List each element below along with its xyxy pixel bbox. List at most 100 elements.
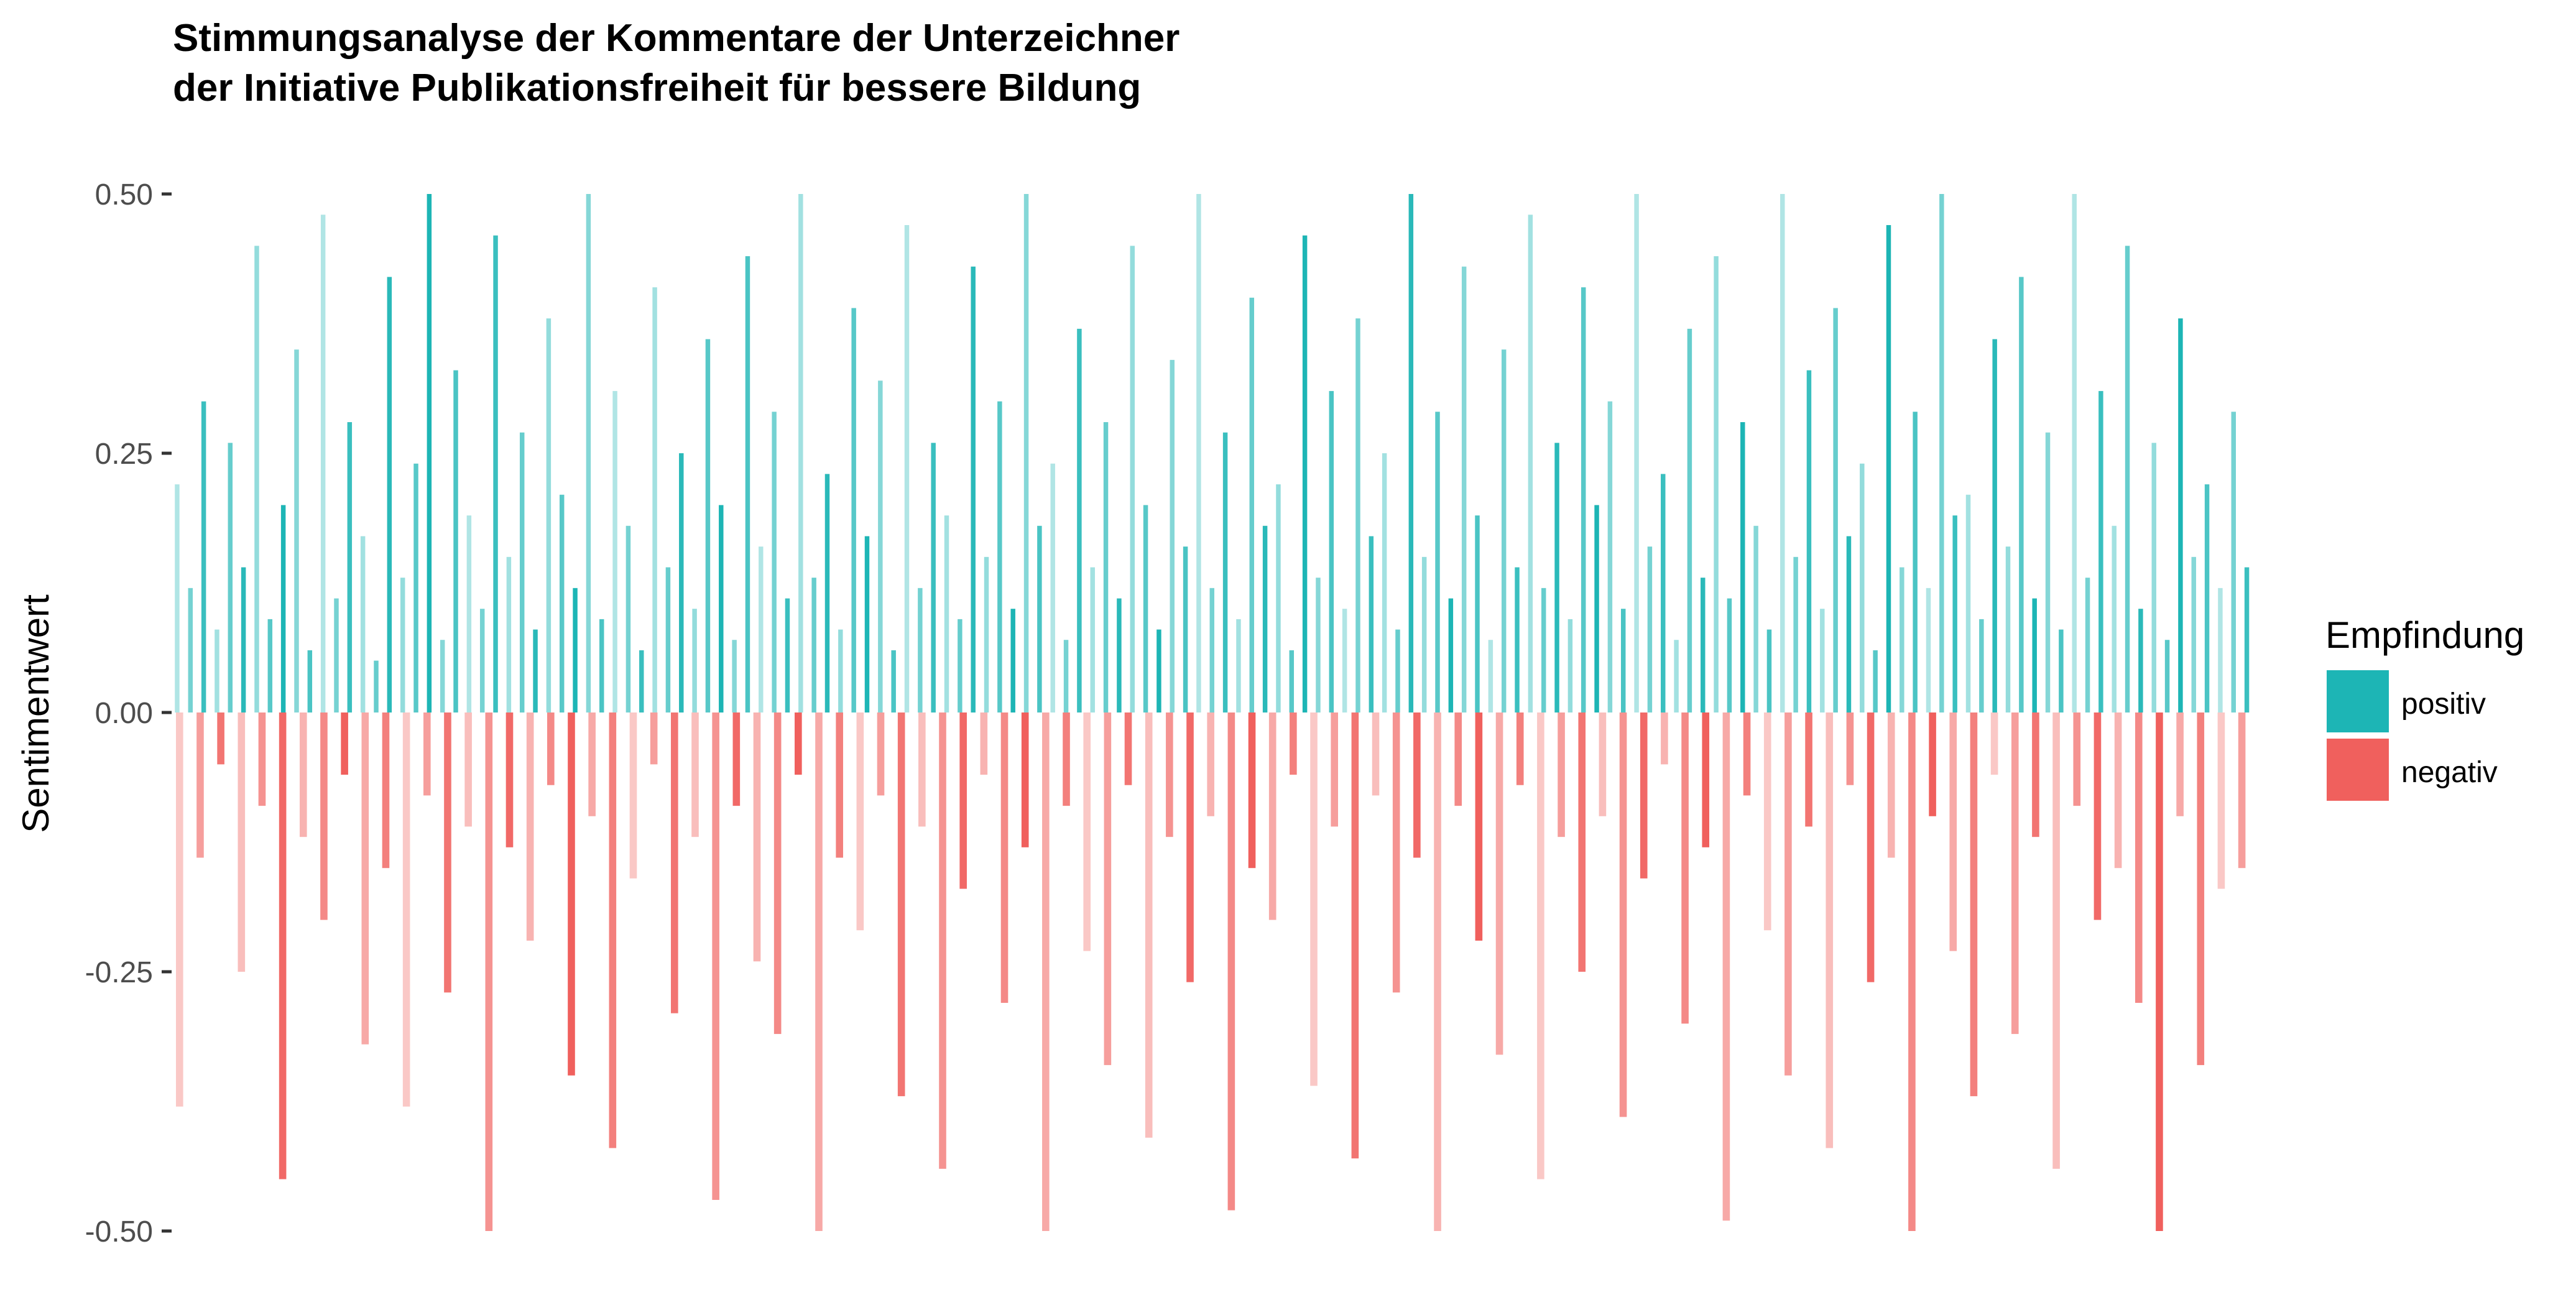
- positiv-bar: [413, 463, 418, 712]
- legend-swatch-positiv: [2327, 670, 2389, 732]
- positiv-bar: [1302, 235, 1308, 713]
- positiv-bar: [1023, 194, 1029, 712]
- negativ-bar: [1207, 712, 1214, 816]
- negativ-bar: [1681, 712, 1689, 1024]
- positiv-bar: [347, 422, 353, 712]
- positiv-bar: [1900, 567, 1904, 712]
- positiv-bar: [1395, 629, 1400, 712]
- positiv-bar: [798, 194, 803, 712]
- positiv-bar: [2151, 443, 2156, 712]
- positiv-bar: [1130, 246, 1135, 712]
- positiv-bar: [599, 619, 604, 712]
- positiv-bar: [612, 390, 617, 712]
- positiv-bar: [1886, 225, 1891, 712]
- positiv-bar: [374, 660, 379, 712]
- negativ-bar: [1351, 712, 1359, 1159]
- positiv-bar: [1860, 463, 1865, 712]
- negativ-bar: [1268, 712, 1276, 920]
- positiv-bar: [1063, 640, 1069, 712]
- positiv-bar: [2059, 629, 2064, 712]
- positiv-bar: [493, 235, 498, 713]
- positiv-bar: [1674, 640, 1679, 712]
- negativ-bar: [2114, 712, 2122, 869]
- y-tick-label: 0.50: [95, 178, 153, 211]
- positiv-bar: [878, 380, 883, 712]
- positiv-bar: [652, 287, 657, 712]
- positiv-bar: [864, 536, 870, 712]
- positiv-bar: [1753, 525, 1758, 712]
- negativ-bar: [629, 712, 637, 878]
- negativ-bar: [1021, 712, 1029, 847]
- positiv-bar: [1196, 194, 1201, 712]
- negativ-bar: [444, 712, 451, 993]
- negativ-bar: [1454, 712, 1462, 806]
- negativ-bar: [1743, 712, 1751, 796]
- positiv-bar: [1581, 287, 1586, 712]
- negativ-bar: [1145, 712, 1153, 1138]
- positiv-bar: [1183, 546, 1188, 712]
- negativ-bar: [1887, 712, 1895, 858]
- y-tick-label: -0.50: [85, 1215, 153, 1248]
- negativ-bar: [320, 712, 328, 920]
- positiv-bar: [2019, 277, 2024, 712]
- negativ-bar: [1000, 712, 1009, 1003]
- negativ-bar: [299, 712, 307, 837]
- positiv-bar: [626, 525, 631, 712]
- negativ-bar: [361, 712, 369, 1044]
- negativ-bar: [2197, 712, 2205, 1066]
- positiv-bar: [891, 650, 896, 712]
- positiv-bar: [1766, 629, 1772, 712]
- positiv-bar: [453, 370, 458, 712]
- negativ-bar: [1929, 712, 1936, 816]
- positiv-bar: [1143, 505, 1148, 712]
- negativ-bar: [856, 712, 864, 931]
- y-axis-title: Sentimentwert: [15, 594, 57, 833]
- negativ-bar: [1495, 712, 1503, 1055]
- positiv-bar: [2164, 640, 2170, 712]
- positiv-bar: [506, 556, 512, 712]
- negativ-bar: [918, 712, 926, 827]
- positiv-bar: [2072, 194, 2077, 712]
- positiv-bar: [1661, 474, 1666, 712]
- negativ-bar: [753, 712, 761, 962]
- negativ-bar: [196, 712, 204, 858]
- legend-label-negativ: negativ: [2401, 756, 2498, 789]
- positiv-bar: [1554, 443, 1559, 712]
- negativ-bar: [1784, 712, 1792, 1076]
- negativ-bar: [279, 712, 287, 1179]
- positiv-bar: [1037, 525, 1042, 712]
- positiv-bar: [1647, 546, 1653, 712]
- positiv-bar: [2218, 588, 2223, 712]
- negativ-bar: [1042, 712, 1050, 1231]
- legend-swatch-negativ: [2327, 739, 2389, 801]
- positiv-bar: [1355, 318, 1360, 712]
- positiv-bar: [1567, 619, 1573, 712]
- positiv-bar: [1435, 412, 1440, 712]
- positiv-bar: [1926, 588, 1931, 712]
- positiv-bar: [1714, 256, 1719, 713]
- positiv-bar: [1050, 463, 1055, 712]
- negativ-bar: [588, 712, 596, 816]
- positiv-bar: [1780, 194, 1785, 712]
- positiv-bar: [573, 588, 578, 712]
- positiv-bar: [2032, 598, 2037, 712]
- negativ-bar: [2011, 712, 2019, 1035]
- negativ-bar: [2217, 712, 2225, 889]
- positiv-bar: [1793, 556, 1798, 712]
- negativ-bar: [1248, 712, 1256, 869]
- positiv-bar: [1077, 328, 1082, 712]
- positiv-bar: [918, 588, 923, 712]
- positiv-bar: [586, 194, 591, 712]
- chart-title-line-1: Stimmungsanalyse der Kommentare der Unte…: [173, 17, 1180, 60]
- positiv-bar: [1701, 578, 1706, 712]
- positiv-bar: [1806, 370, 1812, 712]
- positiv-bar: [1276, 484, 1281, 712]
- negativ-bar: [217, 712, 224, 765]
- positiv-bar: [1979, 619, 1984, 712]
- positiv-bar: [1607, 401, 1613, 712]
- negativ-bar: [402, 712, 410, 1107]
- positiv-bar: [2125, 246, 2130, 712]
- negativ-bar: [1867, 712, 1875, 982]
- negativ-bar: [1949, 712, 1957, 951]
